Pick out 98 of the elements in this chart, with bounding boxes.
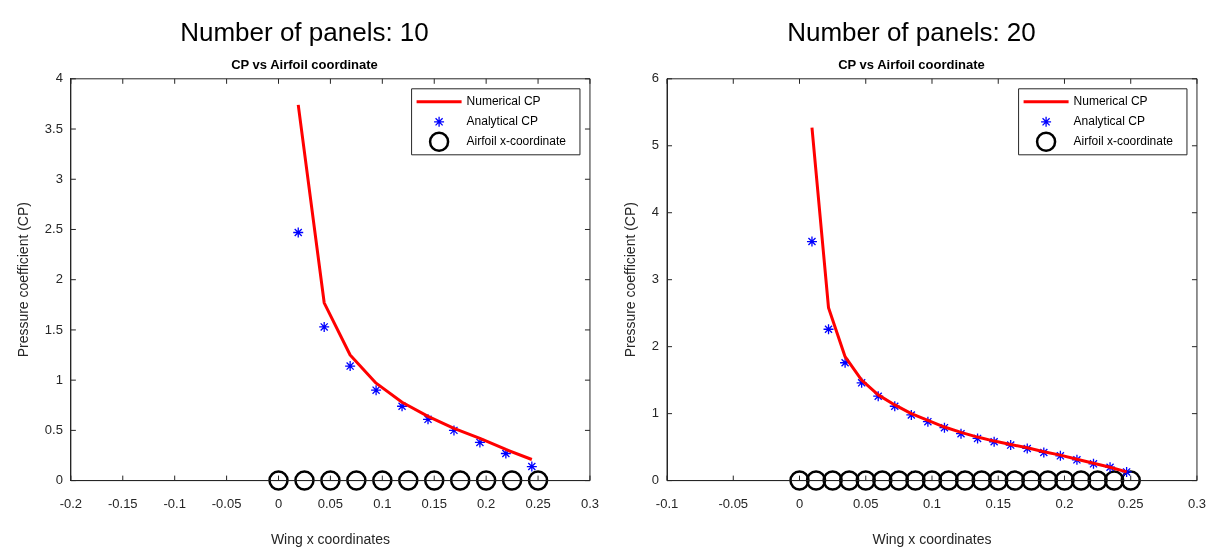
point — [1087, 470, 1108, 491]
point — [856, 377, 868, 389]
chart-title: Number of panels: 10 — [180, 16, 429, 47]
y-tick-label: 2 — [55, 271, 63, 287]
point — [501, 470, 523, 491]
y-tick-label: 3.5 — [44, 120, 63, 136]
point — [294, 470, 315, 491]
point — [954, 470, 976, 491]
legend-label: Airfoil x-coordinate — [1073, 134, 1174, 149]
point — [805, 470, 827, 491]
x-tick-label: 0.1 — [373, 495, 392, 511]
x-tick-label: -0.05 — [211, 495, 242, 511]
x-tick-label: 0 — [795, 495, 804, 511]
x-tick-label: -0.05 — [718, 495, 749, 511]
chart-title: Number of panels: 20 — [787, 16, 1036, 47]
x-tick-label: -0.1 — [655, 495, 679, 511]
x-tick-label: 0.25 — [1118, 495, 1144, 511]
legend-label: Airfoil x-coordinate — [466, 134, 567, 149]
point — [449, 470, 471, 491]
point — [1038, 446, 1050, 459]
point — [1037, 470, 1059, 491]
point — [346, 470, 367, 491]
point — [822, 323, 835, 335]
point — [789, 470, 810, 491]
point — [372, 470, 393, 491]
y-tick-label: 1.5 — [44, 321, 63, 337]
y-tick-label: 6 — [651, 70, 660, 86]
point — [423, 470, 445, 491]
point — [889, 400, 901, 412]
point — [872, 390, 884, 402]
y-tick-label: 0 — [55, 472, 63, 488]
point — [527, 470, 549, 491]
point — [888, 470, 910, 491]
legend-label: Numerical CP — [1073, 94, 1148, 109]
y-tick-label: 1 — [55, 371, 63, 387]
x-tick-label: 0.1 — [922, 495, 942, 511]
x-tick-label: 0.2 — [1055, 495, 1074, 511]
point — [1104, 461, 1116, 473]
y-tick-label: 0.5 — [44, 421, 63, 437]
point — [475, 470, 497, 491]
x-tick-label: 0.3 — [1187, 495, 1206, 511]
legend-label: Analytical CP — [466, 114, 538, 129]
point — [987, 470, 1009, 491]
point — [370, 384, 382, 396]
point — [398, 470, 419, 491]
point — [1054, 470, 1075, 491]
point — [822, 470, 843, 491]
y-tick-label: 1 — [651, 405, 660, 421]
point — [526, 460, 538, 473]
point — [1004, 470, 1026, 491]
x-tick-label: 0 — [274, 495, 283, 511]
point — [938, 422, 951, 434]
point — [938, 470, 959, 491]
y-axis-title: Pressure coefficient (CP) — [622, 202, 639, 358]
point — [318, 321, 330, 333]
chart-subtitle: CP vs Airfoil coordinate — [838, 56, 985, 72]
point — [1103, 470, 1125, 491]
x-tick-label: 0.05 — [317, 495, 344, 511]
point — [905, 470, 926, 491]
point — [855, 470, 877, 491]
x-tick-label: -0.1 — [163, 495, 186, 511]
point — [1120, 466, 1133, 478]
y-tick-label: 3 — [651, 271, 660, 287]
point — [921, 470, 943, 491]
x-tick-label: -0.15 — [107, 495, 138, 511]
y-tick-label: 3 — [55, 170, 63, 186]
point — [268, 470, 289, 491]
point — [1021, 442, 1033, 455]
y-axis-title: Pressure coefficient (CP) — [15, 202, 32, 358]
point — [1070, 470, 1092, 491]
point — [344, 360, 356, 372]
x-tick-label: 0.15 — [985, 495, 1011, 511]
chart-subtitle: CP vs Airfoil coordinate — [231, 56, 378, 72]
y-tick-label: 0 — [651, 472, 660, 488]
point — [500, 447, 512, 460]
y-tick-label: 2.5 — [44, 221, 63, 237]
x-axis-title: Wing x coordinates — [270, 531, 390, 548]
x-tick-label: 0.3 — [580, 495, 599, 511]
y-tick-label: 4 — [55, 70, 63, 86]
point — [905, 409, 917, 421]
y-tick-label: 5 — [651, 137, 660, 153]
x-tick-label: -0.2 — [59, 495, 83, 511]
point — [971, 470, 992, 491]
point — [292, 226, 304, 239]
point — [320, 470, 341, 491]
y-tick-label: 2 — [651, 338, 660, 354]
x-tick-label: 0.25 — [525, 495, 551, 511]
legend-label: Numerical CP — [466, 94, 541, 109]
x-axis-title: Wing x coordinates — [872, 531, 992, 548]
x-tick-label: 0.15 — [421, 495, 447, 511]
y-tick-label: 4 — [651, 204, 660, 220]
legend-label: Analytical CP — [1073, 114, 1145, 129]
point — [872, 470, 893, 491]
point — [838, 470, 860, 491]
point — [806, 235, 818, 248]
x-tick-label: 0.2 — [477, 495, 496, 511]
x-tick-label: 0.05 — [853, 495, 879, 511]
point — [1021, 470, 1042, 491]
